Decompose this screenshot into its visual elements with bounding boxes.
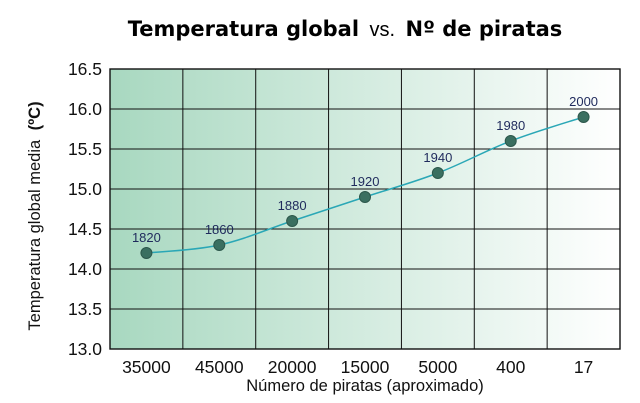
chart-title-part-2: vs. <box>370 19 396 41</box>
data-point <box>213 239 226 251</box>
y-tick-label: 15.0 <box>68 179 102 199</box>
data-point <box>504 135 517 147</box>
point-label: 1860 <box>205 222 234 237</box>
point-label: 1980 <box>496 118 525 133</box>
x-tick-label: 17 <box>574 357 593 377</box>
y-tick-label: 13.5 <box>68 299 102 319</box>
x-tick-label: 5000 <box>418 357 457 377</box>
point-label: 1880 <box>278 198 307 213</box>
x-tick-label: 20000 <box>268 357 317 377</box>
x-tick-label: 45000 <box>195 357 244 377</box>
point-label: 1940 <box>423 150 452 165</box>
data-point <box>359 191 371 203</box>
chart-title-part-3: Nº de piratas <box>406 17 563 41</box>
plot-background <box>110 69 620 349</box>
y-tick-label: 13.0 <box>68 339 102 359</box>
x-tick-label: 400 <box>496 357 525 377</box>
y-axis-label-unit: (ºC) <box>26 101 44 130</box>
point-labels: 1820 1860 1880 1920 1940 1980 2000 <box>132 94 598 245</box>
y-tick-label: 15.5 <box>68 139 102 159</box>
y-tick-label: 14.5 <box>68 219 102 239</box>
x-tick-labels: 35000 45000 20000 15000 5000 400 17 <box>122 357 593 377</box>
y-tick-label: 16.0 <box>68 99 102 119</box>
point-label: 1820 <box>132 230 161 245</box>
y-axis-label-text: Temperatura global media <box>26 139 44 331</box>
chart-title-part-1: Temperatura global <box>128 17 359 41</box>
plot-frame <box>109 68 621 350</box>
x-tick-label: 35000 <box>122 357 171 377</box>
grid-layer <box>110 68 620 350</box>
x-tick-label: 15000 <box>341 357 390 377</box>
x-axis-label: Número de piratas (aproximado) <box>246 377 484 395</box>
y-tick-label: 16.5 <box>68 59 102 79</box>
data-point <box>286 215 299 227</box>
point-label: 2000 <box>569 94 598 109</box>
data-point <box>140 247 153 259</box>
chart-title: Temperatura global vs. Nº de piratas <box>128 17 563 41</box>
point-label: 1920 <box>351 174 380 189</box>
data-point <box>431 167 444 179</box>
data-points <box>140 111 590 259</box>
y-axis-label: Temperatura global media (ºC) <box>26 101 44 330</box>
y-tick-label: 14.0 <box>68 259 102 279</box>
y-tick-labels: 13.0 13.5 14.0 14.5 15.0 15.5 16.0 16.5 <box>68 59 102 359</box>
data-point <box>577 111 590 123</box>
